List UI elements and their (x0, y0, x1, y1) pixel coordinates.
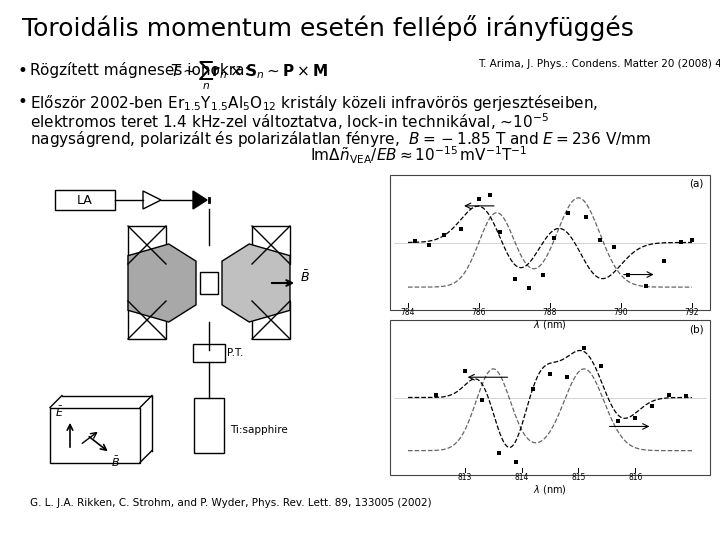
Point (686, 235, 698, 244)
Point (562, 373, 573, 382)
Text: 813: 813 (458, 473, 472, 482)
Point (613, 416, 624, 425)
Point (410, 237, 421, 245)
Text: $\lambda$ (nm): $\lambda$ (nm) (533, 318, 567, 331)
Point (509, 275, 521, 284)
Text: (a): (a) (690, 179, 704, 189)
Point (438, 231, 449, 240)
Text: 790: 790 (613, 308, 629, 317)
Text: G. L. J.A. Rikken, C. Strohm, and P. Wyder, Phys. Rev. Lett. 89, 133005 (2002): G. L. J.A. Rikken, C. Strohm, and P. Wyd… (30, 498, 431, 508)
Text: Rögzített mágneses ionokra:: Rögzített mágneses ionokra: (30, 62, 254, 78)
Polygon shape (222, 244, 290, 322)
Text: •: • (18, 93, 28, 111)
Point (640, 282, 652, 291)
Point (473, 194, 485, 203)
Polygon shape (128, 244, 196, 322)
Bar (194, 397, 224, 453)
Text: nagyságrend, polarizált és polarizálatlan fényre,  $B = -1.85$ T and $E = 236$ V: nagyságrend, polarizált és polarizálatla… (30, 129, 651, 149)
Text: $\lambda$ (nm): $\lambda$ (nm) (533, 483, 567, 496)
Point (548, 234, 559, 242)
Point (647, 402, 658, 410)
Text: Először 2002-ben Er$_{1.5}$Y$_{1.5}$Al$_5$O$_{12}$ kristály közeli infravörös ge: Először 2002-ben Er$_{1.5}$Y$_{1.5}$Al$_… (30, 93, 598, 113)
Text: P.T.: P.T. (227, 348, 243, 358)
Point (456, 225, 467, 233)
Bar (128, 301, 166, 339)
Bar (55, 190, 115, 210)
Point (459, 367, 471, 376)
Point (664, 390, 675, 399)
Text: Toroidális momentum esetén fellépő irányfüggés: Toroidális momentum esetén fellépő irány… (22, 15, 634, 41)
Point (578, 344, 590, 353)
Text: •: • (18, 62, 28, 80)
Point (523, 284, 534, 293)
Bar (193, 344, 225, 362)
Point (622, 270, 634, 279)
Point (476, 396, 487, 404)
Point (658, 256, 670, 265)
Point (608, 243, 620, 252)
Text: $\mathrm{Im}\Delta\tilde{n}_{\mathrm{VEA}}/EB \approx 10^{-15}\,\mathrm{mV}^{-1}: $\mathrm{Im}\Delta\tilde{n}_{\mathrm{VEA… (310, 145, 528, 166)
Text: $\bar{B}$: $\bar{B}$ (111, 455, 120, 469)
Bar (200, 272, 218, 294)
Bar (390, 320, 710, 475)
Point (484, 191, 495, 199)
Text: $\bar{E}$: $\bar{E}$ (55, 405, 65, 419)
Point (595, 361, 607, 370)
Point (594, 235, 606, 244)
Bar (390, 175, 710, 310)
Point (680, 392, 692, 401)
Bar (50, 408, 140, 462)
Point (675, 237, 687, 246)
Text: T. Arima, J. Phys.: Condens. Matter 20 (2008) 434211: T. Arima, J. Phys.: Condens. Matter 20 (… (478, 59, 720, 69)
Text: (b): (b) (689, 324, 704, 334)
Text: 814: 814 (514, 473, 528, 482)
Point (495, 227, 506, 236)
Text: 786: 786 (472, 308, 486, 317)
Point (510, 458, 522, 467)
Text: 815: 815 (571, 473, 585, 482)
Point (629, 414, 641, 422)
Point (537, 270, 549, 279)
Point (562, 209, 574, 218)
Text: 816: 816 (628, 473, 642, 482)
Text: LA: LA (77, 193, 93, 206)
Point (431, 390, 442, 399)
Point (544, 370, 556, 379)
Point (580, 213, 591, 221)
Bar (252, 301, 290, 339)
Bar (128, 226, 166, 264)
Text: Ti:sapphire: Ti:sapphire (230, 425, 288, 435)
Text: $\bar{B}$: $\bar{B}$ (300, 269, 310, 285)
Point (493, 448, 505, 457)
Bar (252, 226, 290, 264)
Point (527, 384, 539, 393)
Text: 792: 792 (685, 308, 699, 317)
Point (423, 241, 435, 249)
Polygon shape (193, 191, 207, 209)
Text: 784: 784 (401, 308, 415, 317)
Text: $T \sim \sum_n \mathbf{r}_n \times \mathbf{S}_n \sim \mathbf{P} \times \mathbf{M: $T \sim \sum_n \mathbf{r}_n \times \math… (170, 60, 328, 92)
Text: 788: 788 (543, 308, 557, 317)
Text: elektromos teret 1.4 kHz-zel változtatva, lock-in technikával, ~10$^{-5}$: elektromos teret 1.4 kHz-zel változtatva… (30, 111, 549, 132)
